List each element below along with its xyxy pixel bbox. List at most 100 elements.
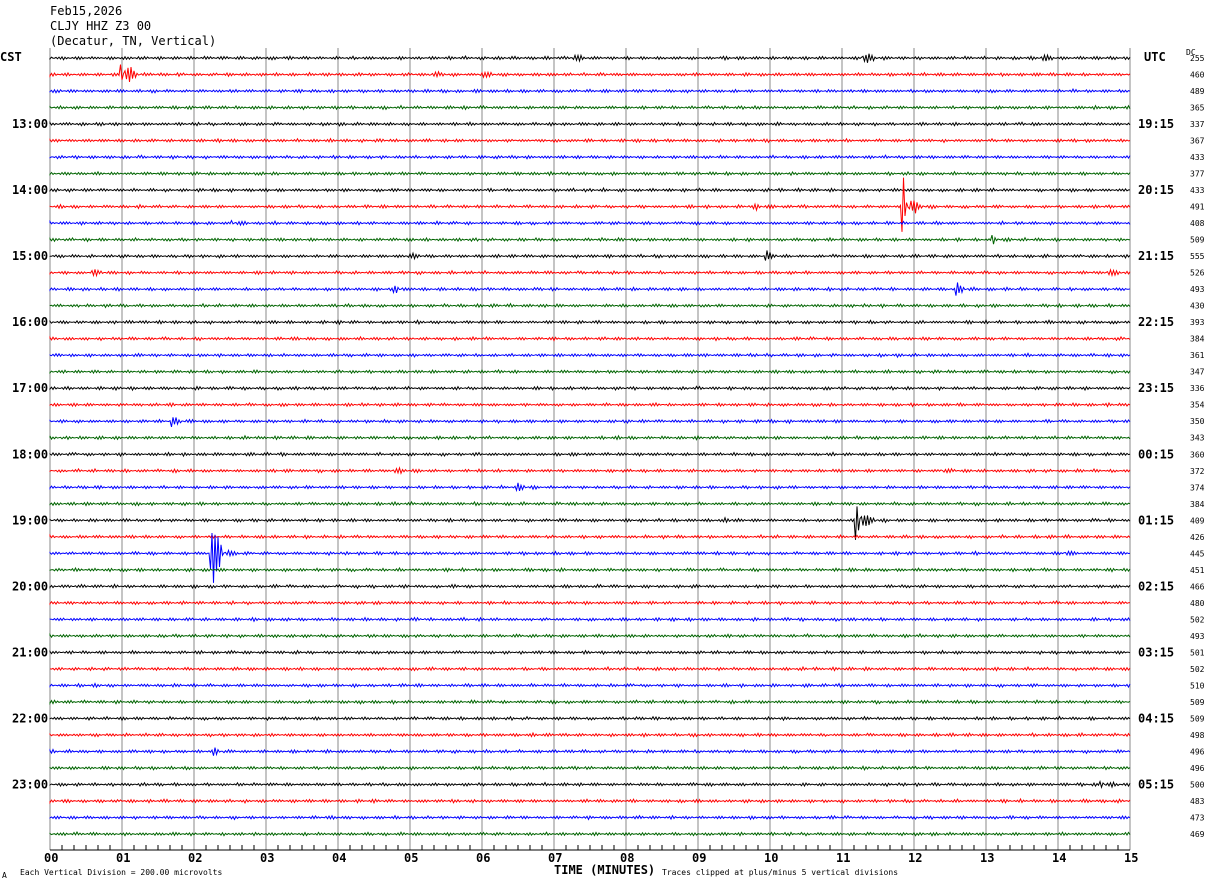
dc-offset-label: 555 [1190,252,1205,261]
dc-offset-label: 469 [1190,830,1205,839]
trace-row-34 [49,616,1131,623]
dc-offset-label: 491 [1190,203,1205,212]
dc-offset-label: 255 [1190,54,1205,63]
trace-row-23 [49,434,1131,441]
dc-offset-label: 493 [1190,285,1205,294]
cst-axis-title: CST [0,50,22,64]
trace-row-37 [49,665,1131,672]
trace-row-26 [49,482,1131,493]
dc-offset-label: 466 [1190,582,1205,591]
trace-row-45 [49,797,1131,805]
trace-row-5 [49,137,1131,144]
trace-row-27 [49,500,1131,507]
dc-offset-label: 498 [1190,731,1205,740]
dc-offset-label: 493 [1190,632,1205,641]
dc-offset-label: 433 [1190,153,1205,162]
x-tick-label: 05 [404,851,418,865]
cst-time-label: 21:00 [12,645,48,659]
dc-offset-label: 426 [1190,533,1205,542]
trace-row-13 [49,268,1131,278]
trace-row-2 [49,88,1131,94]
dc-offset-label: 433 [1190,186,1205,195]
utc-time-label: 00:15 [1138,447,1174,461]
dc-offset-label: 336 [1190,384,1205,393]
x-tick-label: 04 [332,851,346,865]
clip-note: Traces clipped at plus/minus 5 vertical … [662,868,898,877]
dc-offset-label: 480 [1190,599,1205,608]
dc-offset-label: 509 [1190,698,1205,707]
dc-offset-label: 502 [1190,615,1205,624]
utc-time-label: 22:15 [1138,315,1174,329]
x-tick-label: 01 [116,851,130,865]
utc-time-label: 04:15 [1138,711,1174,725]
x-tick-label: 02 [188,851,202,865]
trace-row-9 [49,177,1131,232]
dc-offset-label: 408 [1190,219,1205,228]
dc-offset-label: 526 [1190,269,1205,278]
x-tick-label: 12 [908,851,922,865]
dc-offset-label: 360 [1190,450,1205,459]
trace-row-40 [49,715,1131,722]
cst-time-label: 15:00 [12,249,48,263]
utc-time-label: 21:15 [1138,249,1174,263]
cst-time-label: 16:00 [12,315,48,329]
trace-row-24 [49,451,1131,458]
dc-offset-label: 509 [1190,236,1205,245]
trace-row-15 [49,302,1131,309]
x-tick-label: 14 [1052,851,1066,865]
trace-row-46 [49,814,1131,821]
trace-row-41 [49,731,1131,738]
dc-offset-label: 473 [1190,813,1205,822]
dc-offset-label: 365 [1190,104,1205,113]
dc-offset-label: 384 [1190,335,1205,344]
trace-row-18 [49,352,1131,359]
cst-time-label: 17:00 [12,381,48,395]
trace-row-6 [49,154,1131,161]
dc-offset-label: 361 [1190,351,1205,360]
trace-row-35 [49,632,1131,639]
dc-offset-label: 460 [1190,71,1205,80]
cst-time-label: 14:00 [12,183,48,197]
dc-offset-label: 374 [1190,483,1205,492]
dc-offset-label: 500 [1190,780,1205,789]
x-tick-label: 08 [620,851,634,865]
dc-offset-label: 496 [1190,747,1205,756]
dc-offset-label: 384 [1190,500,1205,509]
trace-row-20 [49,385,1131,392]
dc-offset-label: 445 [1190,549,1205,558]
utc-time-label: 19:15 [1138,117,1174,131]
utc-time-label: 01:15 [1138,513,1174,527]
x-tick-label: 07 [548,851,562,865]
trace-row-16 [49,319,1131,326]
trace-row-25 [49,466,1131,475]
trace-row-19 [49,368,1131,375]
dc-offset-label: 430 [1190,302,1205,311]
trace-row-0 [49,53,1131,64]
trace-row-31 [49,566,1131,573]
trace-row-21 [49,401,1131,408]
dc-offset-label: 372 [1190,467,1205,476]
trace-row-11 [49,234,1131,245]
x-tick-label: 11 [836,851,850,865]
dc-offset-label: 343 [1190,434,1205,443]
dc-offset-label: 354 [1190,401,1205,410]
utc-time-label: 02:15 [1138,579,1174,593]
cst-time-label: 23:00 [12,777,48,791]
trace-row-1 [49,64,1131,83]
dc-offset-label: 347 [1190,368,1205,377]
trace-row-22 [49,417,1131,428]
trace-row-47 [49,831,1131,837]
trace-row-36 [49,649,1131,656]
trace-row-32 [49,583,1131,590]
utc-time-label: 23:15 [1138,381,1174,395]
dc-offset-label: 502 [1190,665,1205,674]
dc-offset-label: 367 [1190,137,1205,146]
trace-row-7 [49,170,1131,177]
trace-row-12 [49,250,1131,261]
x-tick-label: 13 [980,851,994,865]
trace-row-42 [49,747,1131,757]
header-date: Feb15,2026 [50,4,123,18]
cst-time-label: 18:00 [12,447,48,461]
trace-row-43 [49,765,1131,771]
trace-row-29 [49,533,1131,540]
